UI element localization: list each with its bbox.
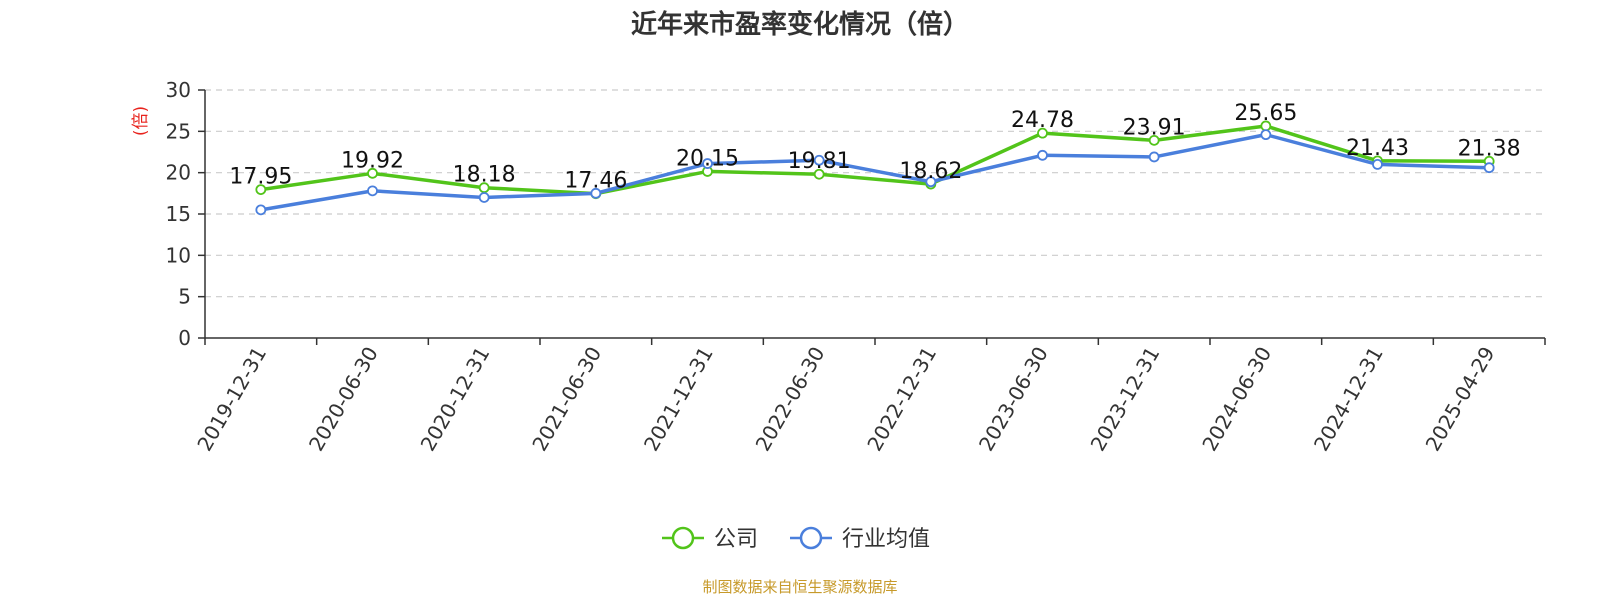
data-point [1037, 149, 1048, 161]
data-label: 21.43 [1346, 136, 1409, 161]
series-company [255, 120, 1495, 200]
y-tick-label: 30 [166, 78, 191, 102]
legend-label: 公司 [714, 527, 758, 552]
legend-marker-icon [799, 526, 823, 550]
x-tick-label: 2024-12-31 [1309, 343, 1388, 456]
data-point [1483, 162, 1495, 174]
x-tick-labels: 2019-12-31 2020-06-30 2020-12-31 2021-06-30… [192, 343, 1499, 456]
data-label: 19.81 [788, 149, 851, 174]
data-point [255, 204, 267, 216]
legend[interactable]: 公司 行业均值 [662, 526, 930, 552]
legend-marker-icon [671, 526, 695, 550]
data-label: 19.92 [341, 148, 404, 173]
x-tick-label: 2023-06-30 [974, 343, 1053, 456]
y-axis-label: (倍) [131, 106, 151, 136]
x-tick-label: 2024-06-30 [1197, 343, 1276, 456]
data-point [367, 167, 378, 179]
y-tick-labels: 0 5 10 15 20 25 30 [166, 78, 191, 350]
x-tick-label: 2022-12-31 [862, 343, 941, 456]
data-point [1148, 151, 1160, 163]
x-tick-label: 2020-12-31 [416, 343, 495, 456]
x-tick-label: 2019-12-31 [192, 343, 271, 456]
data-point [367, 185, 378, 197]
data-point [925, 176, 937, 188]
data-label: 18.62 [899, 159, 962, 184]
x-tick-label: 2021-12-31 [639, 343, 718, 456]
x-tick-label: 2020-06-30 [304, 343, 383, 456]
chart-title: 近年来市盈率变化情况（倍） [630, 10, 969, 40]
data-label: 23.91 [1123, 115, 1186, 140]
series-line [260, 124, 1490, 196]
data-point [1372, 158, 1383, 170]
data-point [590, 187, 602, 199]
data-point [1148, 134, 1160, 146]
x-tick-label: 2023-12-31 [1086, 343, 1165, 456]
data-label: 17.95 [229, 165, 292, 190]
data-point [702, 158, 713, 169]
y-tick-label: 5 [178, 285, 191, 309]
x-tick-label: 2025-04-29 [1421, 343, 1500, 456]
y-tick-label: 15 [166, 202, 191, 226]
data-point [1260, 129, 1272, 141]
x-tick-label: 2022-06-30 [751, 343, 830, 456]
data-label: 18.18 [453, 163, 516, 188]
series-line [260, 132, 1490, 212]
data-point [255, 184, 267, 196]
data-label: 21.38 [1458, 136, 1521, 161]
x-tick-label: 2021-06-30 [527, 343, 606, 456]
y-tick-label: 10 [166, 243, 191, 267]
axes [198, 89, 1546, 345]
data-label: 20.15 [676, 146, 739, 171]
series-industry-average [255, 129, 1495, 216]
y-tick-label: 0 [178, 326, 191, 350]
data-point [813, 154, 825, 166]
y-tick-label: 20 [166, 161, 191, 185]
grid-lines [205, 89, 1545, 298]
y-tick-label: 25 [166, 119, 191, 143]
legend-item-company[interactable]: 公司 [662, 526, 758, 552]
data-point [478, 192, 490, 203]
legend-item-industry-average[interactable]: 行业均值 [790, 526, 930, 552]
series [255, 120, 1495, 216]
data-label: 25.65 [1234, 101, 1297, 126]
source-note: 制图数据来自恒生聚源数据库 [702, 578, 898, 596]
data-point [813, 168, 825, 180]
data-point [1037, 127, 1048, 139]
data-label: 17.46 [564, 169, 627, 194]
legend-label: 行业均值 [842, 527, 930, 552]
data-label: 24.78 [1011, 108, 1074, 133]
data-labels: 17.95 19.92 18.18 17.46 20.15 19.81 18.62 24.78… [229, 101, 1520, 194]
